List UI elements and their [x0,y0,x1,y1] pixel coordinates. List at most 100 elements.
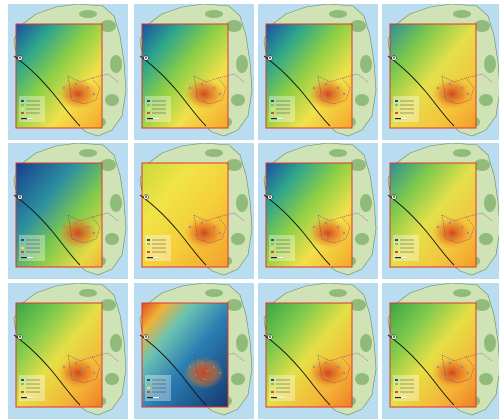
station-point [202,98,206,102]
legend-text-line [276,104,290,106]
district-border [317,352,369,384]
coast-line [139,55,207,127]
map-tile [8,4,128,140]
raster-frame [141,23,229,129]
legend-text-line [26,104,40,106]
legend-swatch-icon [271,391,274,393]
raster-frame [265,302,353,408]
legend-swatch-icon [147,387,150,389]
station-point [312,225,316,229]
coast-line [387,334,455,406]
legend-text-line [400,104,414,106]
forest-area [355,94,369,106]
raster-frame [15,162,103,268]
forest-area [479,373,493,385]
map-tile [382,283,499,419]
legend-swatch-icon [21,387,24,389]
district-border [441,73,493,105]
station-point [454,229,458,233]
legend-text-line [152,112,166,114]
map-svg [258,143,378,279]
interpolation-raster [16,303,102,407]
forest-area [350,299,366,311]
station-point [202,237,206,241]
legend-swatch-icon [21,239,24,241]
station-point [92,231,96,235]
map-svg [8,4,128,140]
forest-area [484,194,496,212]
hotspot-area [308,78,348,110]
forest-area [479,233,493,245]
legend-text-line [276,239,290,241]
forest-area [453,149,471,157]
station-point [76,377,80,381]
station-point [188,86,192,90]
map-svg [8,143,128,279]
station-point [448,361,452,365]
legend-swatch-icon [21,247,24,249]
map-svg [382,4,499,140]
north-arrow-icon [391,194,397,200]
station-point [460,365,464,369]
district-border [441,352,493,384]
legend-text-line [276,112,290,114]
forest-area [453,10,471,18]
forest-area [205,10,223,18]
forest-area [453,289,471,297]
station-point [336,365,340,369]
legend-swatch-icon [147,379,150,381]
scale-bar [271,257,283,259]
station-point [318,373,322,377]
legend-swatch-icon [271,379,274,381]
legend [393,235,419,261]
station-point [62,86,66,90]
station-point [326,98,330,102]
raster-frame [389,23,477,129]
legend [19,235,45,261]
legend-text-line [26,383,40,385]
scale-bar [21,397,33,399]
forest-area [105,373,119,385]
station-point [194,373,198,377]
hotspot-area [184,217,224,249]
legend-swatch-icon [271,239,274,241]
legend-text-line [276,387,290,389]
coast-line [13,194,81,266]
legend-text-line [152,379,166,381]
station-point [200,82,204,86]
legend-text-line [400,379,414,381]
district-border [317,73,369,105]
legend [269,375,295,401]
station-point [68,233,72,237]
district-border [67,73,119,105]
station-point [442,94,446,98]
station-point [460,86,464,90]
forest-area [236,334,248,352]
station-point [324,82,328,86]
legend [145,375,171,401]
station-point [74,221,78,225]
hotspot-area [432,78,472,110]
forest-area [484,55,496,73]
forest-area [474,299,490,311]
raster-frame [141,162,229,268]
station-point [318,233,322,237]
forest-area [360,194,372,212]
raster-frame [141,302,229,408]
station-point [86,225,90,229]
legend-swatch-icon [395,239,398,241]
hotspot-area [308,357,348,389]
station-point [448,221,452,225]
coast-line [263,194,331,266]
coast-line [387,55,455,127]
interpolation-raster [266,163,352,267]
legend-swatch-icon [395,104,398,106]
legend-text-line [276,108,290,110]
station-point [342,371,346,375]
legend-swatch-icon [395,383,398,385]
station-point [330,369,334,373]
legend-swatch-icon [395,100,398,102]
legend-swatch-icon [395,379,398,381]
forest-area [474,159,490,171]
map-svg [258,4,378,140]
